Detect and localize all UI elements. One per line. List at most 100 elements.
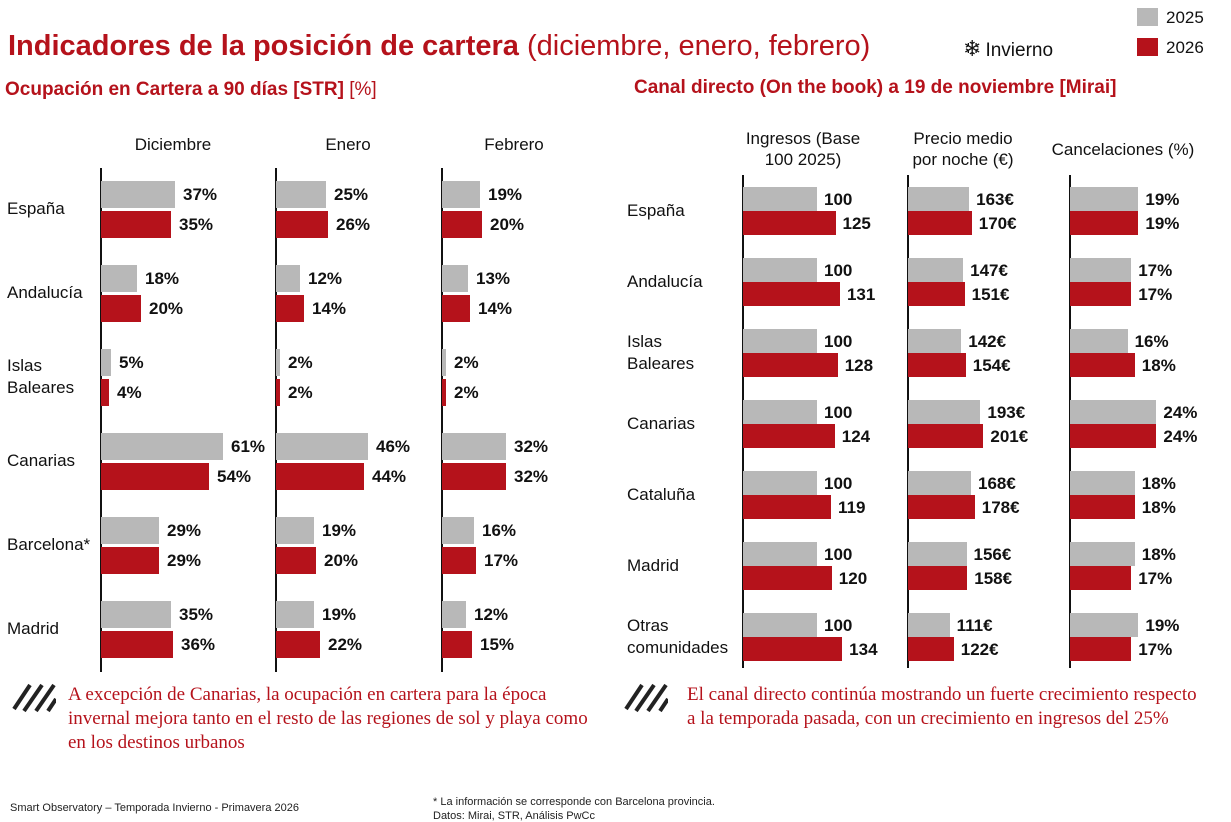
data-label: 168€ — [978, 474, 1016, 493]
bar-2026 — [908, 566, 968, 590]
data-label: 122€ — [960, 640, 999, 659]
bar-2025 — [442, 181, 480, 208]
data-label: 193€ — [987, 403, 1026, 422]
data-label: 29% — [167, 521, 202, 540]
legend-label-2026: 2026 — [1166, 38, 1204, 57]
title-sub: (diciembre, enero, febrero) — [526, 30, 871, 62]
bar-2025 — [743, 613, 817, 637]
axis-line — [275, 168, 277, 672]
bar-2025 — [276, 433, 368, 460]
bar-2025 — [743, 258, 817, 282]
bar-2026 — [743, 282, 840, 306]
data-label: 32% — [514, 437, 549, 456]
bar-2025 — [101, 517, 159, 544]
data-label: 18% — [1141, 474, 1176, 493]
month-header: Enero — [325, 135, 371, 154]
data-label: 37% — [183, 185, 218, 204]
row-label: Madrid — [7, 619, 59, 638]
data-label: 100 — [824, 403, 853, 422]
bar-2026 — [276, 463, 364, 490]
row-label: Andalucía — [7, 283, 83, 302]
bar-2025 — [1070, 471, 1135, 495]
data-label: 17% — [1138, 261, 1173, 280]
data-label: 17% — [484, 551, 519, 570]
legend-item-2026: 2026 — [1137, 38, 1204, 58]
data-label: 16% — [1134, 332, 1169, 351]
legend-item-2025: 2025 — [1137, 8, 1204, 28]
data-label: 17% — [1138, 285, 1173, 304]
column-header: Cancelaciones (%) — [1051, 140, 1195, 159]
bar-2026 — [1070, 211, 1139, 235]
axis-line — [441, 168, 443, 672]
data-label: 124 — [841, 427, 871, 446]
bar-2026 — [743, 495, 832, 519]
data-label: 16% — [482, 521, 517, 540]
bar-2026 — [908, 282, 965, 306]
legend-swatch-2025 — [1137, 8, 1158, 26]
data-label: 100 — [824, 545, 853, 564]
data-label: 131 — [846, 285, 876, 304]
bar-2026 — [743, 353, 838, 377]
column-header: Ingresos (Base 100 2025) — [745, 129, 861, 169]
bar-2026 — [442, 295, 470, 322]
footer-note-2: Datos: Mirai, STR, Análisis PwCc — [433, 810, 595, 822]
bar-2026 — [276, 631, 320, 658]
data-label: 154€ — [972, 356, 1011, 375]
data-label: 100 — [824, 332, 853, 351]
data-label: 2% — [454, 383, 479, 402]
bar-2025 — [276, 601, 314, 628]
data-label: 18% — [1141, 498, 1176, 517]
data-label: 12% — [308, 269, 343, 288]
left-title-unit: [%] — [349, 79, 377, 100]
bar-2026 — [442, 211, 482, 238]
data-label: 128 — [844, 356, 874, 375]
row-label: Barcelona* — [7, 535, 91, 554]
data-label: 29% — [167, 551, 202, 570]
bar-2025 — [743, 471, 817, 495]
month-header: Diciembre — [134, 135, 212, 154]
bar-2026 — [101, 631, 173, 658]
bar-2025 — [1070, 400, 1157, 424]
bar-2025 — [743, 187, 817, 211]
bar-2026 — [1070, 495, 1135, 519]
bar-2026 — [442, 631, 472, 658]
data-label: 111€ — [956, 616, 993, 635]
title-main: Indicadores de la posición de cartera — [8, 30, 519, 62]
row-label: Madrid — [627, 556, 679, 575]
bar-2025 — [908, 613, 950, 637]
bar-2026 — [101, 463, 209, 490]
bar-2026 — [908, 211, 972, 235]
data-label: 158€ — [974, 569, 1013, 588]
bar-2025 — [101, 181, 175, 208]
row-label: Islas Baleares — [627, 332, 695, 373]
bar-2026 — [101, 547, 159, 574]
bar-2026 — [276, 295, 304, 322]
row-label: Otras comunidades — [627, 616, 729, 657]
data-label: 2% — [454, 353, 479, 372]
data-label: 18% — [145, 269, 180, 288]
bar-2025 — [743, 542, 817, 566]
bar-2025 — [743, 329, 817, 353]
data-label: 17% — [1138, 640, 1173, 659]
bar-2026 — [442, 547, 476, 574]
data-label: 36% — [181, 635, 216, 654]
data-label: 100 — [824, 616, 853, 635]
row-label: Cataluña — [627, 485, 696, 504]
bar-2026 — [1070, 637, 1132, 661]
data-label: 20% — [490, 215, 525, 234]
bar-2025 — [1070, 613, 1139, 637]
data-label: 119 — [838, 498, 866, 517]
bar-2026 — [908, 637, 954, 661]
right-section-title: Canal directo (On the book) a 19 de novi… — [634, 77, 1116, 99]
legend-swatch-2026 — [1137, 38, 1158, 56]
hatch-icon — [624, 683, 668, 713]
left-note: A excepción de Canarias, la ocupación en… — [68, 684, 588, 753]
data-label: 201€ — [990, 427, 1029, 446]
bar-2026 — [1070, 282, 1132, 306]
bar-2026 — [908, 353, 966, 377]
bar-2026 — [743, 424, 835, 448]
data-label: 151€ — [971, 285, 1010, 304]
data-label: 20% — [324, 551, 359, 570]
row-label: Andalucía — [627, 272, 703, 291]
legend-label-2025: 2025 — [1166, 8, 1204, 27]
